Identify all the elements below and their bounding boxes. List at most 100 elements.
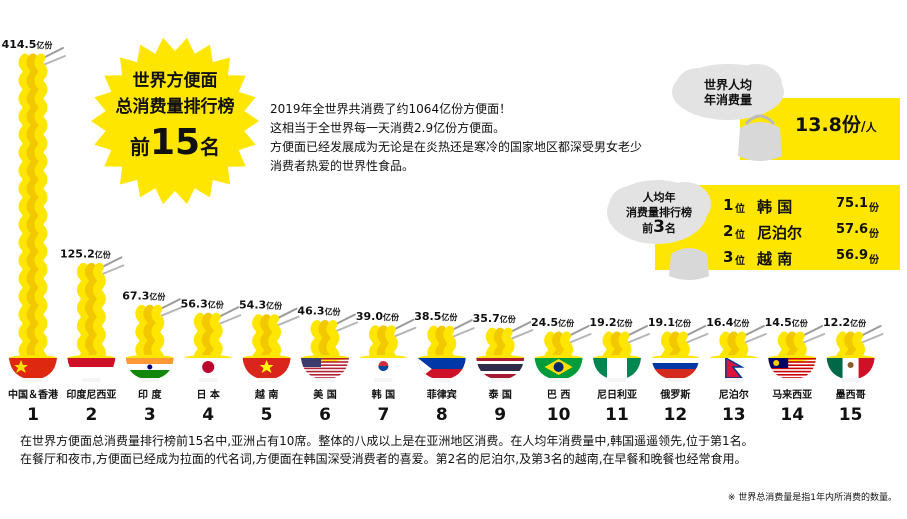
- bar-value-label: 39.0亿份: [356, 310, 400, 323]
- bowl-foot: [432, 378, 451, 382]
- flag-stripe: [301, 364, 349, 366]
- badge-num: 15: [149, 122, 201, 163]
- noodle-strand: [676, 331, 690, 363]
- cloud-kettle-graphic-2: [607, 180, 711, 280]
- category-label: 巴 西: [547, 389, 570, 401]
- flag-stripe: [476, 364, 525, 371]
- flag-stripe: [301, 367, 349, 370]
- bar-value-label: 12.2亿份: [823, 316, 867, 329]
- starburst-shape: [91, 37, 259, 205]
- flag-stripe: [768, 358, 817, 360]
- bar-value-label: 54.3亿份: [239, 299, 283, 312]
- category-label: 中国＆香港: [8, 388, 59, 401]
- noodle-strand: [318, 319, 332, 363]
- noodle-strand: [201, 312, 215, 363]
- flag-stripe: [125, 358, 174, 364]
- bar-value-label: 16.4亿份: [706, 316, 750, 329]
- rank-label: 12: [664, 405, 688, 425]
- noodle-strand: [209, 312, 223, 363]
- bowl-foot: [257, 378, 276, 382]
- bar-value-label: 46.3亿份: [297, 304, 341, 317]
- bar-value-label: 414.5亿份: [2, 38, 54, 51]
- flag-emblem: [378, 366, 389, 371]
- flag-stripe: [476, 358, 525, 361]
- bowl-foot: [316, 378, 334, 382]
- flag-pennant: [725, 358, 745, 379]
- flag-stripe: [301, 370, 349, 373]
- noodle-strand: [560, 331, 574, 363]
- bowl-foot: [783, 378, 802, 382]
- bowl-foot: [666, 378, 685, 382]
- nigeria-flag: [593, 358, 641, 380]
- bar-value-label: 19.1亿份: [648, 316, 692, 329]
- flag-stripe: [627, 358, 641, 380]
- flag-stripe: [301, 361, 349, 363]
- flag-stripe: [476, 361, 525, 364]
- flag-stripe: [417, 369, 466, 380]
- bowl-foot: [199, 378, 218, 382]
- rank-label: 2: [85, 405, 97, 425]
- ranking-unit: 份: [869, 229, 879, 240]
- noodle-strand: [493, 327, 507, 363]
- ranking-country: 尼泊尔: [757, 224, 803, 242]
- badge-pre: 前: [129, 135, 150, 159]
- ranking-unit: 份: [869, 203, 879, 214]
- noodle-strand: [34, 53, 48, 363]
- rank-label: 4: [202, 405, 214, 425]
- category-label: 尼泊尔: [719, 388, 749, 401]
- badge-line1: 世界方便面: [132, 71, 218, 91]
- flag-emblem: [202, 361, 215, 373]
- description-line: 方便面已经发展成为无论是在炎热还是寒冷的国家地区都深受男女老少: [270, 140, 643, 154]
- india-flag: [125, 358, 174, 380]
- bowl-foot: [374, 378, 393, 382]
- ranking-unit: 份: [869, 255, 879, 266]
- brazil-flag: [534, 358, 583, 380]
- flag-emblem: [147, 364, 153, 370]
- noodle-strand: [485, 327, 499, 363]
- rank-label: 13: [722, 405, 746, 425]
- flag-emblem: [773, 360, 780, 366]
- noodle-strand: [735, 331, 749, 363]
- bowl-foot: [140, 378, 159, 382]
- flag-stripe: [125, 370, 174, 380]
- ranking-country: 韩 国: [757, 198, 793, 216]
- noodle-strand: [618, 331, 632, 363]
- ranking-value: 75.1: [836, 196, 869, 211]
- bar-value-label: 125.2亿份: [60, 247, 112, 260]
- flag-emblem: [553, 362, 564, 372]
- bowl-foot: [82, 378, 101, 382]
- bowl-foot: [608, 378, 626, 382]
- bar-value-label: 38.5亿份: [414, 310, 458, 323]
- ranking-rank: 2: [723, 222, 734, 240]
- badge-line2: 总消费量排行榜: [115, 97, 235, 117]
- bowl-foot: [549, 378, 568, 382]
- flag-stripe: [768, 364, 817, 366]
- ranking-rank-unit: 位: [735, 204, 745, 215]
- rank-label: 9: [494, 405, 506, 425]
- bowl-foot: [24, 378, 42, 382]
- description-line: 2019年全世界共消费了约1064亿份方便面！: [270, 102, 512, 116]
- flag-stripe: [67, 367, 116, 380]
- rank-label: 14: [780, 405, 804, 425]
- philippines-flag: [417, 358, 466, 380]
- cloud-kettle-graphic: [672, 64, 784, 161]
- per-capita-label: 世界人均 年消费量: [703, 78, 752, 107]
- noodle-strand: [26, 53, 40, 363]
- bowl-foot: [841, 378, 860, 382]
- noodle-strand: [84, 262, 98, 365]
- flag-stripe: [593, 358, 607, 380]
- bar-value-label: 19.2亿份: [589, 316, 633, 329]
- rank-label: 11: [605, 405, 629, 425]
- noodle-strand: [852, 331, 866, 363]
- category-label: 韩 国: [372, 388, 395, 401]
- rank-label: 7: [377, 405, 389, 425]
